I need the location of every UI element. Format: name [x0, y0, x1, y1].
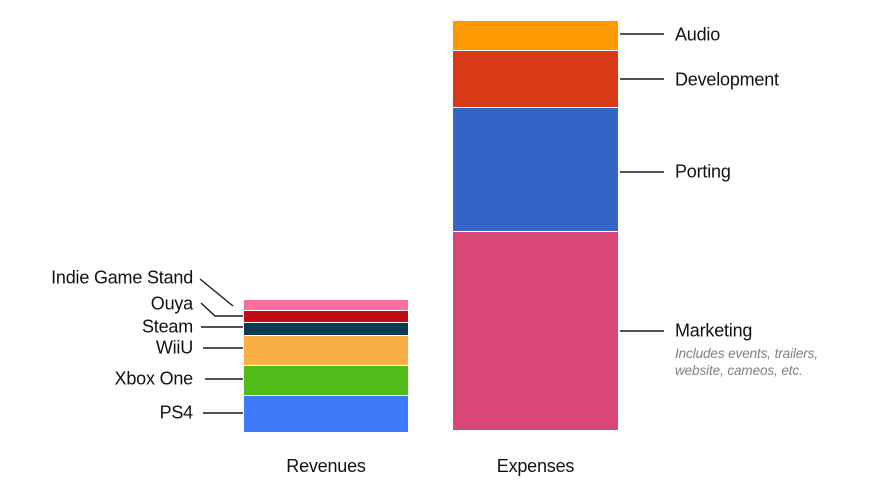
bar-segment-indie-game-stand: [244, 300, 408, 310]
label-ps4: PS4: [159, 402, 194, 423]
revenues-bar: [244, 300, 408, 432]
marketing-note-line-2: website, cameos, etc.: [675, 362, 803, 378]
bar-segment-porting: [453, 108, 618, 231]
bar-segment-ps4: [244, 396, 408, 432]
leader-ouya: [200, 302, 243, 317]
label-wiiu: WiiU: [155, 337, 193, 358]
expenses-bar: [453, 21, 618, 430]
label-porting: Porting: [675, 161, 731, 182]
marketing-note-line-1: Includes events, trailers,: [675, 346, 818, 361]
revenues-axis-label: Revenues: [286, 456, 366, 476]
expenses-axis-label: Expenses: [496, 456, 575, 476]
marketing-note: Includes events, trailers, website, came…: [675, 346, 818, 379]
label-indie-game-stand: Indie Game Stand: [51, 267, 193, 288]
bar-segment-wiiu: [244, 336, 408, 365]
label-audio: Audio: [675, 24, 721, 45]
leader-indie-game-stand: [199, 278, 234, 307]
label-development: Development: [675, 69, 779, 90]
bar-segment-development: [453, 51, 618, 107]
bar-segment-ouya: [244, 311, 408, 322]
bar-segment-audio: [453, 21, 618, 50]
label-xbox-one: Xbox One: [114, 368, 194, 389]
label-marketing: Marketing: [675, 320, 753, 341]
bar-segment-marketing: [453, 232, 618, 430]
bar-segment-xbox-one: [244, 366, 408, 395]
label-steam: Steam: [141, 316, 193, 337]
bar-segment-steam: [244, 323, 408, 335]
label-ouya: Ouya: [150, 293, 193, 314]
